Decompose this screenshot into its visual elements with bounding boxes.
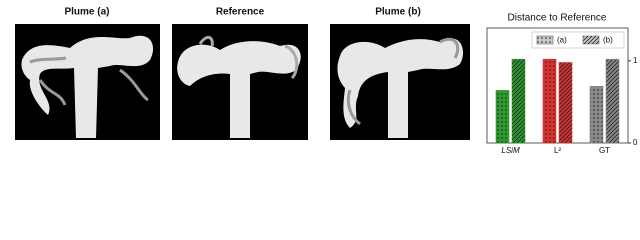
plume-panel: Plume (a) [15,7,160,140]
chart-title: Distance to Reference [508,13,607,24]
panel-title: Reference [216,7,265,18]
panel-title: Plume (a) [64,7,109,18]
bar [511,58,526,144]
chart: Distance to Reference [486,13,629,144]
bar [589,86,604,144]
legend-swatch [536,35,554,45]
figure: Plume (a) Reference Plume (b) Distance t… [15,7,638,155]
bar [495,90,510,144]
legend-swatch [582,35,600,45]
x-tick-label: GT [599,146,610,155]
plume-panel: Plume (b) [330,7,470,140]
y-tick-label: 1 [633,56,638,65]
x-tick-label: LSiM [501,146,520,155]
x-tick-label: L² [554,146,561,155]
panel-title: Plume (b) [375,7,421,18]
plot-frame [486,27,629,144]
bar [605,58,620,144]
legend-label: (b) [603,36,613,45]
bar [542,58,557,144]
plume-panel: Reference [172,7,308,140]
bar [558,62,573,144]
y-tick-label: 0 [633,138,638,147]
legend-label: (a) [557,36,567,45]
legend-box [531,31,625,49]
